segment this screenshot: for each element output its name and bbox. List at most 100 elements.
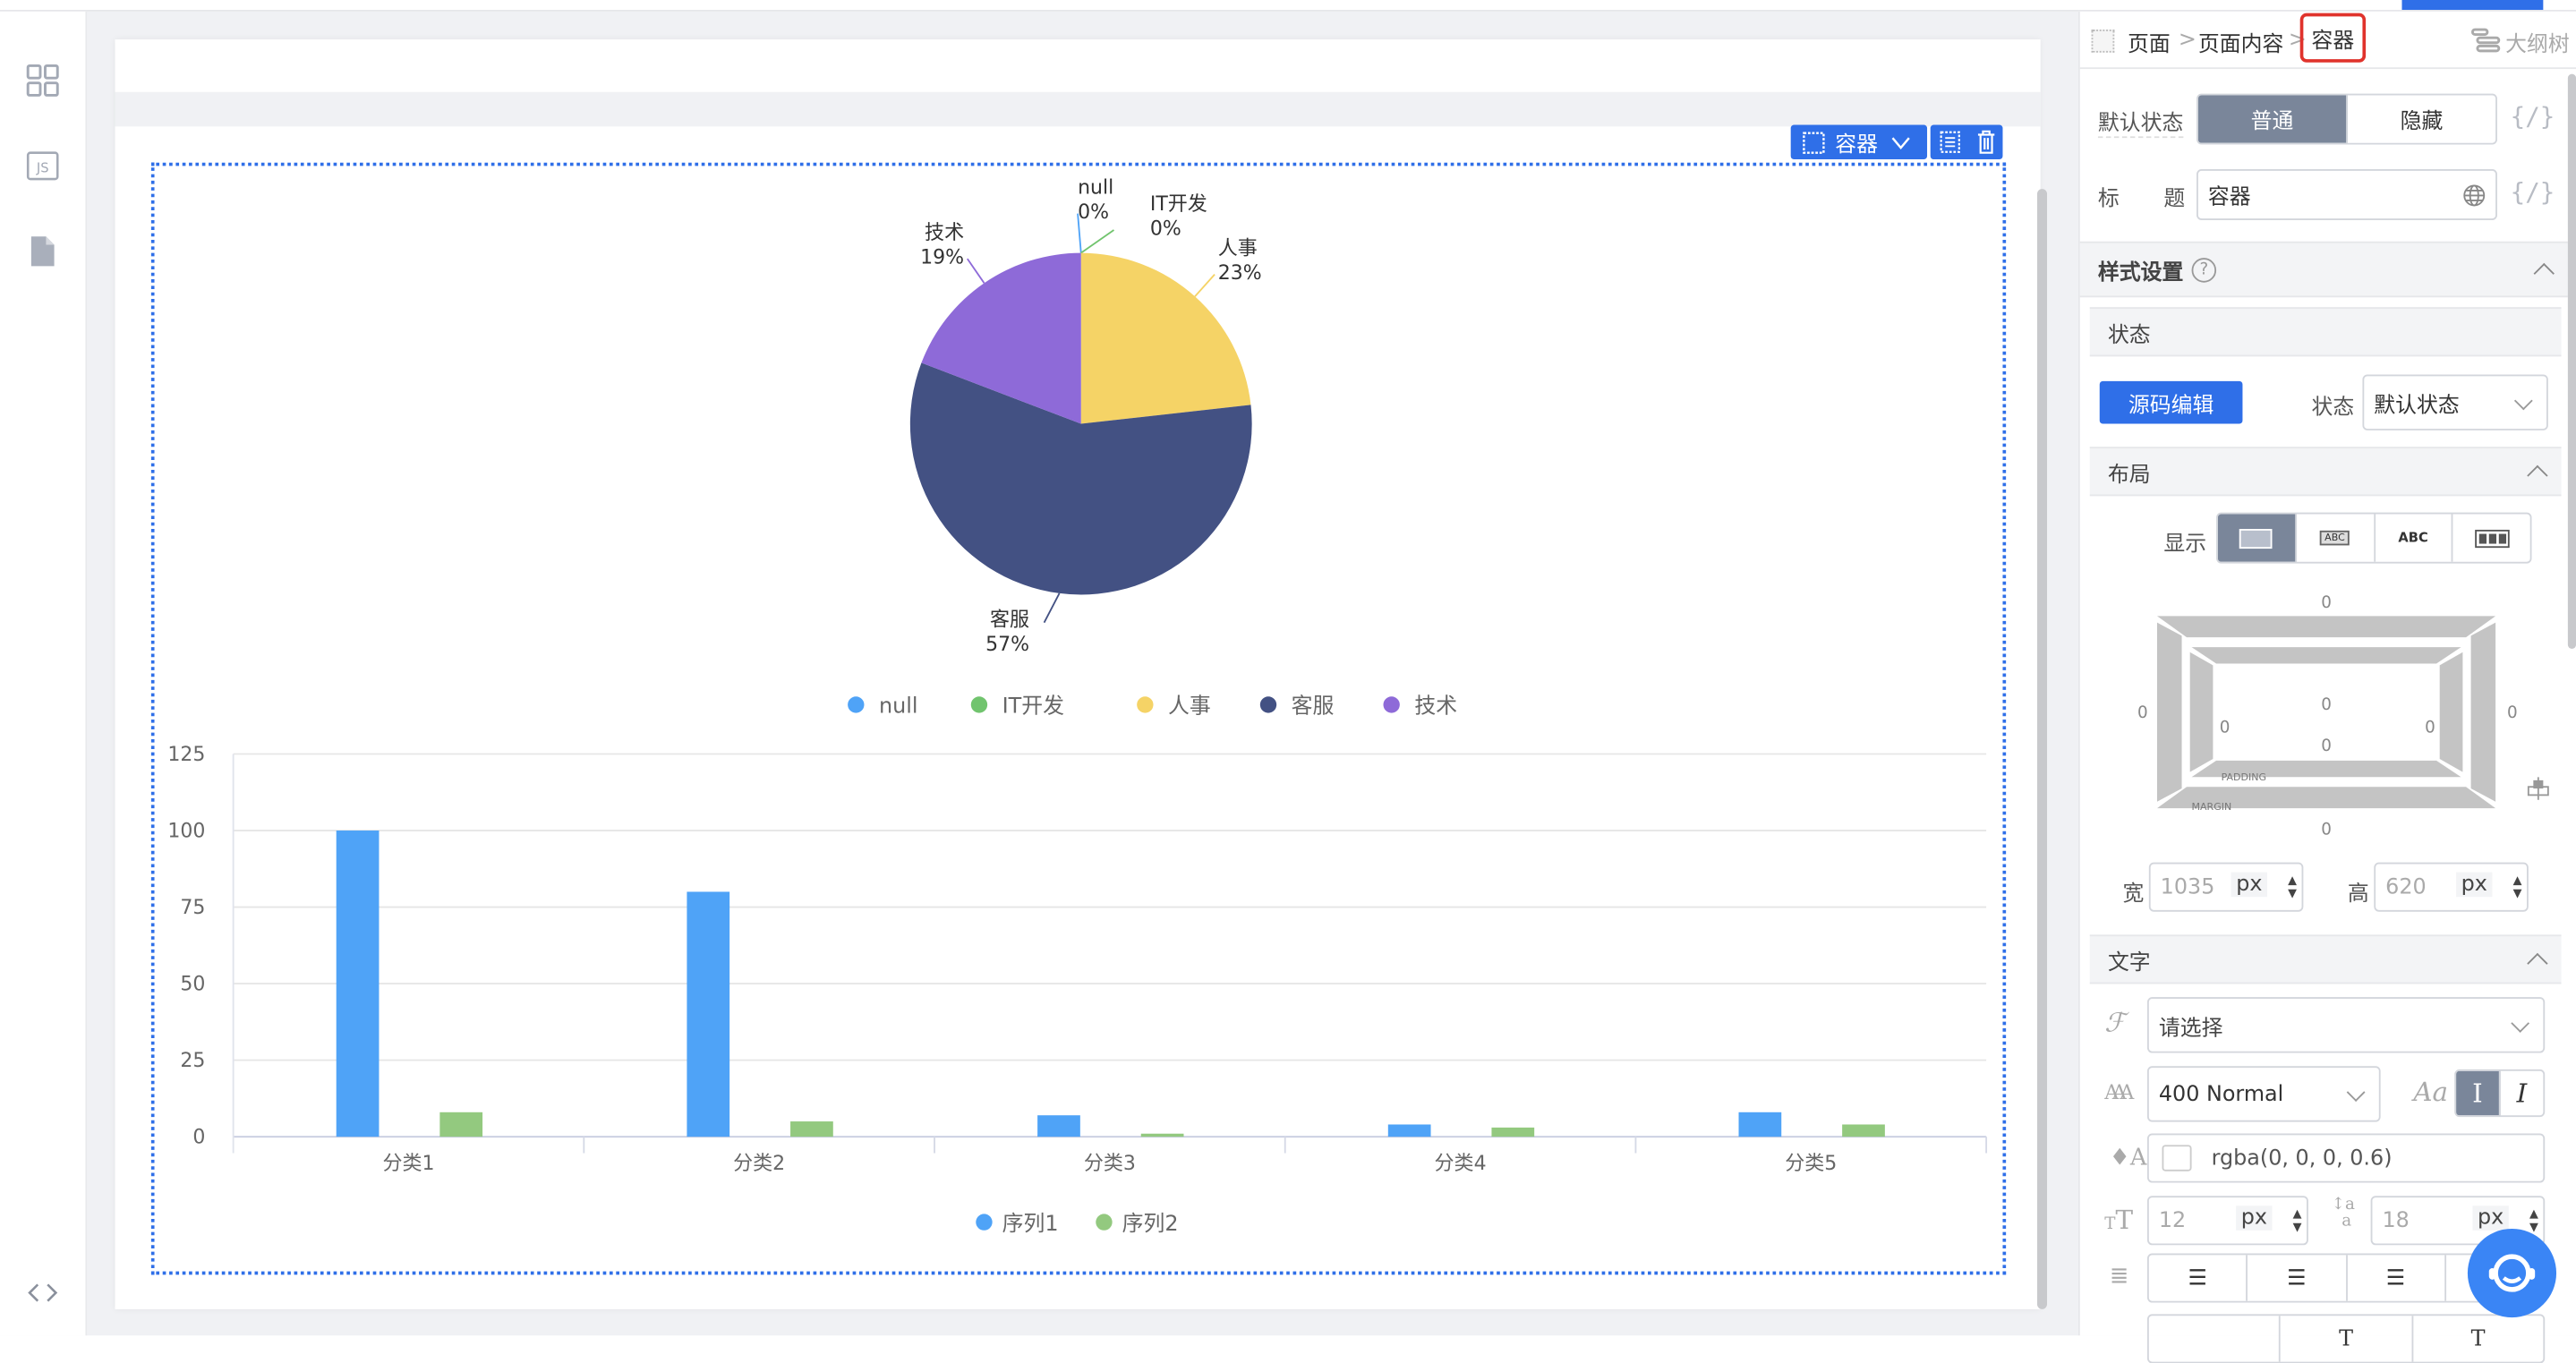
bar-legend: 序列1 序列2: [976, 1211, 1179, 1236]
font-style-italic[interactable]: I: [2516, 1078, 2528, 1109]
font-size-unit[interactable]: px: [2236, 1205, 2273, 1231]
font-weight-value: 400 Normal: [2158, 1081, 2284, 1107]
padding-left-value[interactable]: 0: [2220, 719, 2231, 737]
text-subsection[interactable]: 文字: [2089, 934, 2562, 984]
legend-marker: [1096, 1214, 1113, 1231]
panel-scrollbar[interactable]: [2567, 73, 2576, 650]
help-icon[interactable]: ?: [2191, 257, 2217, 282]
breadcrumb: 页面 > 页面内容 > 容器 大纲树: [2079, 12, 2576, 70]
state-option-hidden[interactable]: 隐藏: [2400, 109, 2444, 135]
page-header-band: [115, 91, 2041, 127]
margin-bottom-value[interactable]: 0: [2321, 820, 2332, 839]
y-tick-label: 125: [167, 744, 205, 766]
align-left[interactable]: ☰: [2149, 1255, 2248, 1301]
font-size-input[interactable]: 12 px ▲ ▼: [2146, 1196, 2308, 1246]
decoration-none[interactable]: [2149, 1316, 2282, 1362]
align-center[interactable]: ☰: [2248, 1255, 2348, 1301]
align-right[interactable]: ☰: [2347, 1255, 2446, 1301]
breadcrumb-page[interactable]: 页面: [2127, 32, 2171, 58]
font-color-value: rgba(0, 0, 0, 0.6): [2211, 1146, 2393, 1171]
margin-left-value[interactable]: 0: [2137, 703, 2148, 722]
pie-label-percent: 19%: [920, 247, 964, 269]
svg-text:JS: JS: [36, 161, 49, 176]
display-inline-block[interactable]: ABC: [2297, 514, 2376, 562]
layout-subsection[interactable]: 布局: [2089, 447, 2562, 497]
state-option-normal[interactable]: 普通: [2197, 95, 2348, 143]
style-section-title: 样式设置: [2097, 260, 2184, 285]
title-input[interactable]: 容器: [2196, 169, 2497, 220]
padding-bottom-value[interactable]: 0: [2321, 737, 2332, 755]
default-state-toggle: 普通 隐藏: [2196, 93, 2497, 145]
margin-top-value[interactable]: 0: [2321, 593, 2332, 612]
file-icon[interactable]: [26, 234, 59, 268]
state-select[interactable]: 默认状态: [2362, 374, 2548, 430]
font-color-input[interactable]: rgba(0, 0, 0, 0.6): [2146, 1133, 2546, 1183]
padding-right-value[interactable]: 0: [2425, 719, 2435, 737]
component-selector[interactable]: 容器: [1790, 124, 1928, 160]
height-unit[interactable]: px: [2456, 872, 2493, 898]
collapse-icon: [2533, 262, 2555, 285]
display-flex[interactable]: [2453, 515, 2530, 562]
pie-label-name: null: [1078, 177, 1113, 200]
select-parent-icon[interactable]: [2091, 30, 2115, 53]
padding-top[interactable]: [2191, 647, 2461, 664]
x-tick-label: 分类1: [382, 1153, 434, 1175]
style-section-header[interactable]: 样式设置 ?: [2079, 241, 2568, 298]
globe-icon[interactable]: [2462, 184, 2486, 208]
breadcrumb-page-content[interactable]: 页面内容: [2197, 32, 2284, 58]
top-action-button[interactable]: [2401, 0, 2544, 11]
canvas-scrollbar[interactable]: [2037, 189, 2048, 1309]
line-height-stepper[interactable]: ▲ ▼: [2529, 1207, 2538, 1234]
padding-top-value[interactable]: 0: [2321, 695, 2332, 714]
components-grid-icon[interactable]: [26, 64, 59, 98]
width-input[interactable]: 1035 px ▲ ▼: [2148, 862, 2304, 912]
display-block[interactable]: [2217, 514, 2297, 562]
legend-marker: [976, 1214, 993, 1231]
padding-right[interactable]: [2439, 652, 2463, 772]
chevron-down-icon: [2511, 1014, 2530, 1033]
font-weight-select[interactable]: 400 Normal: [2146, 1066, 2381, 1122]
font-size-stepper[interactable]: ▲ ▼: [2292, 1207, 2302, 1234]
display-inline[interactable]: ABC: [2375, 514, 2453, 562]
line-height-unit[interactable]: px: [2472, 1205, 2509, 1231]
align-center-text-icon: ☰: [2287, 1265, 2307, 1291]
height-placeholder: 620: [2385, 874, 2427, 899]
width-stepper[interactable]: ▲ ▼: [2288, 873, 2298, 900]
font-style-normal[interactable]: I: [2456, 1070, 2501, 1116]
outline-tree-label[interactable]: 大纲树: [2505, 32, 2570, 58]
line-height-input[interactable]: 18 px ▲ ▼: [2370, 1196, 2546, 1246]
selected-container-outline[interactable]: [150, 162, 2007, 1275]
source-edit-button[interactable]: 源码编辑: [2099, 380, 2243, 424]
margin-right-value[interactable]: 0: [2507, 703, 2518, 722]
margin-bottom[interactable]: [2157, 787, 2496, 809]
bind-variable-icon[interactable]: {/}: [2510, 177, 2555, 208]
legend-marker: [1259, 696, 1277, 713]
margin-left[interactable]: [2157, 622, 2182, 802]
height-input[interactable]: 620 px ▲ ▼: [2374, 862, 2529, 912]
bind-variable-icon[interactable]: {/}: [2510, 101, 2555, 132]
margin-top[interactable]: [2157, 616, 2496, 638]
x-tick-label: 分类5: [1785, 1153, 1837, 1175]
js-icon[interactable]: JS: [26, 149, 59, 183]
title-label-2: 题: [2163, 187, 2186, 212]
bar-序列1-分类5: [1738, 1112, 1782, 1137]
decoration-strike[interactable]: T: [2413, 1316, 2544, 1361]
width-unit[interactable]: px: [2231, 872, 2267, 898]
height-stepper[interactable]: ▲ ▼: [2512, 873, 2522, 900]
color-swatch[interactable]: [2162, 1145, 2192, 1171]
pie-slice-客服: [909, 362, 1252, 595]
code-toggle-icon[interactable]: [26, 1276, 59, 1309]
decoration-underline[interactable]: T: [2281, 1316, 2413, 1362]
bar-序列2-分类5: [1842, 1124, 1885, 1137]
outline-tree-icon[interactable]: [2470, 28, 2501, 53]
margin-right[interactable]: [2470, 622, 2496, 802]
customer-service-button[interactable]: [2467, 1228, 2557, 1318]
copy-icon[interactable]: [1938, 130, 1961, 155]
delete-icon[interactable]: [1975, 130, 1995, 155]
padding-bottom[interactable]: [2191, 760, 2461, 778]
breadcrumb-current[interactable]: 容器: [2299, 13, 2367, 63]
align-center-icon[interactable]: [2527, 777, 2550, 800]
pie-label-name: 人事: [1218, 238, 1258, 260]
font-family-select[interactable]: 请选择: [2146, 997, 2546, 1053]
padding-left[interactable]: [2189, 652, 2213, 772]
